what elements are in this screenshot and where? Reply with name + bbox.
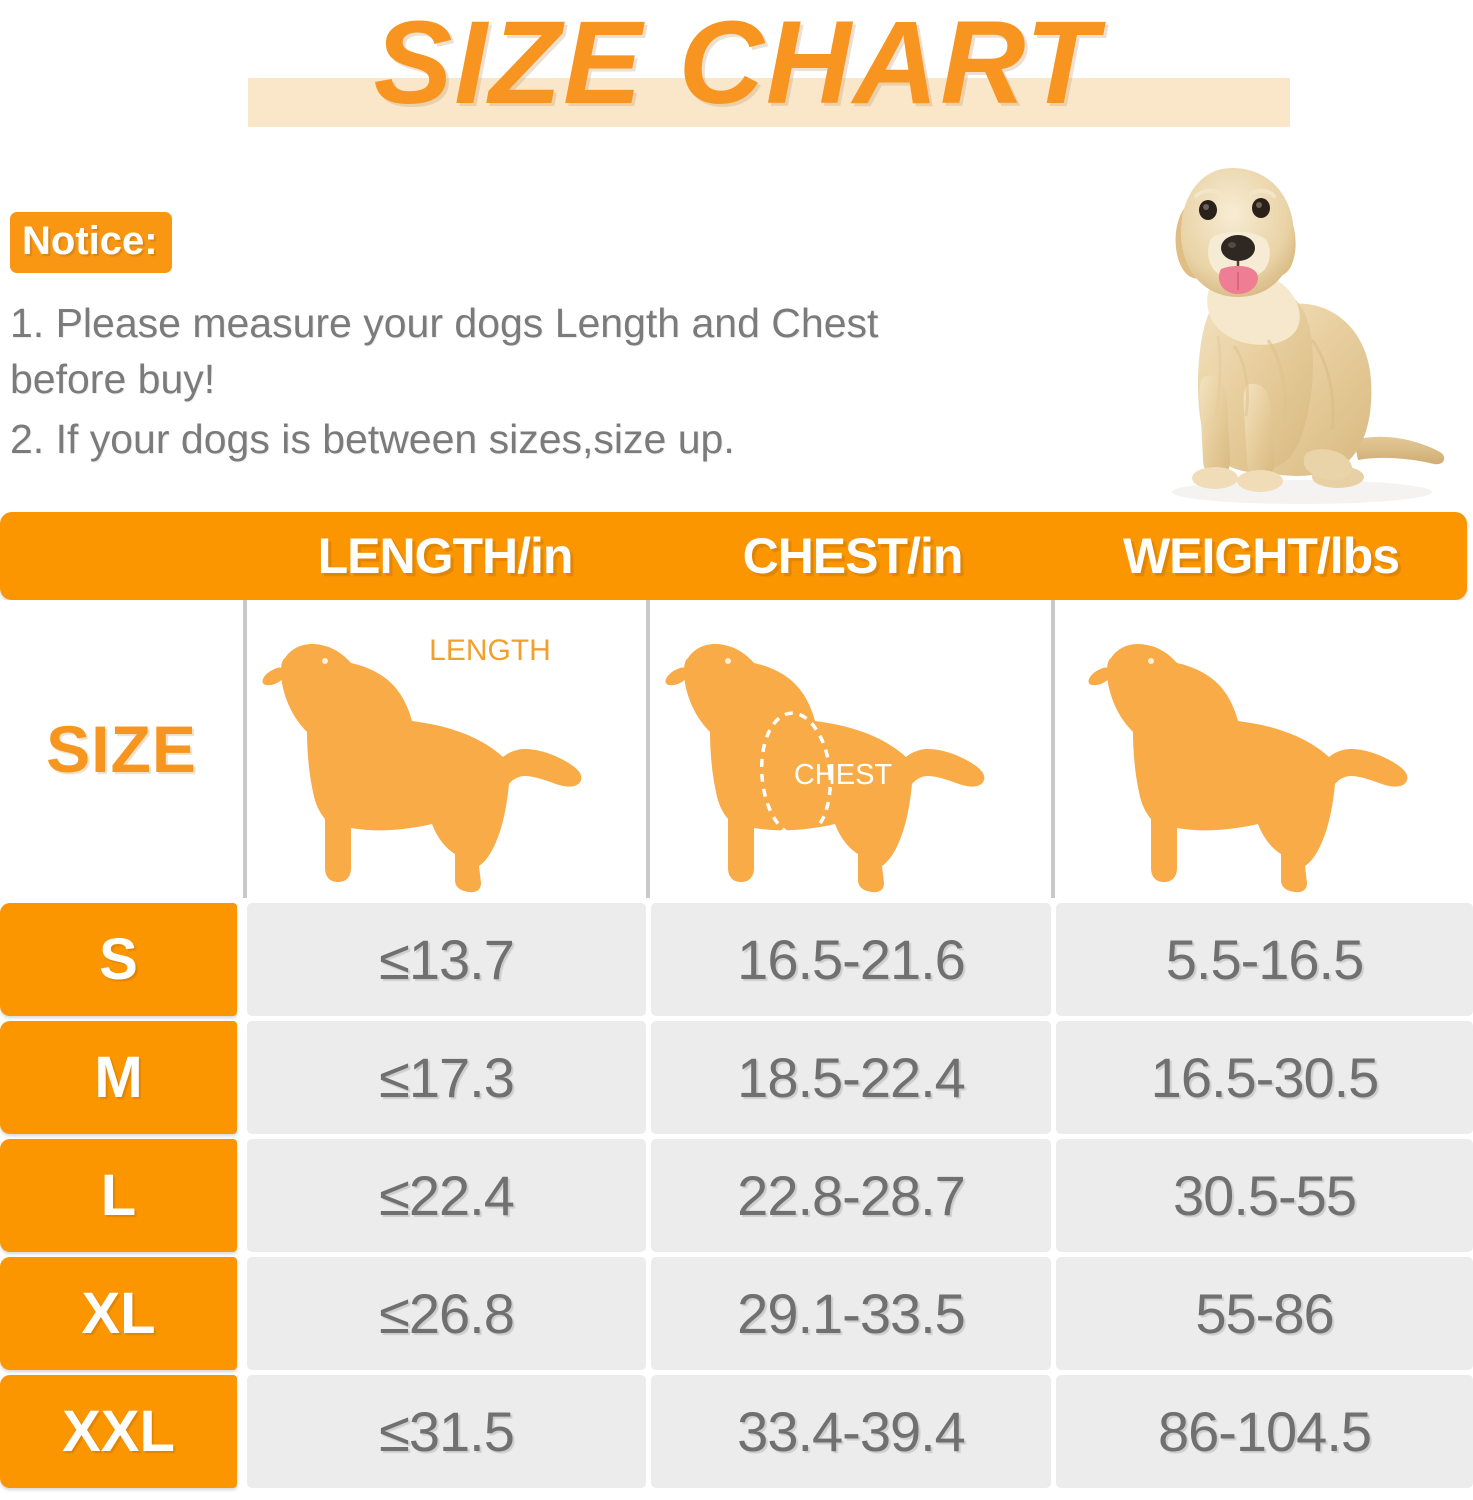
row-m-weight-cell: 16.5-30.5 xyxy=(1056,1021,1473,1134)
table-row: XXL ≤31.5 33.4-39.4 86-104.5 xyxy=(0,1375,1473,1488)
chest-measure-ellipse xyxy=(759,711,833,839)
title-highlight-band xyxy=(248,78,1290,127)
row-s-chest-cell: 16.5-21.6 xyxy=(651,903,1051,1016)
row-xl-chest-cell: 29.1-33.5 xyxy=(651,1257,1051,1370)
notice-item-2: 2. If your dogs is between sizes,size up… xyxy=(10,416,735,462)
table-row: S ≤13.7 16.5-21.6 5.5-16.5 xyxy=(0,903,1473,1016)
page-title: SIZE CHART xyxy=(373,0,1100,129)
chest-annotation-label: CHEST xyxy=(794,759,893,791)
row-m-length-cell: ≤17.3 xyxy=(247,1021,646,1134)
size-table: LENGTH/in CHEST/in WEIGHT/lbs SIZE LENG xyxy=(0,512,1473,1488)
row-l-weight-cell: 30.5-55 xyxy=(1056,1139,1473,1252)
weight-diagram xyxy=(1055,600,1473,898)
row-size-l: L xyxy=(0,1139,237,1252)
size-column-label: SIZE xyxy=(46,712,197,786)
diagram-row: SIZE LENGTH xyxy=(0,600,1473,898)
row-size-xl: XL xyxy=(0,1257,237,1370)
row-s-length-cell: ≤13.7 xyxy=(247,903,646,1016)
column-divider-1 xyxy=(243,600,247,898)
table-header-row: LENGTH/in CHEST/in WEIGHT/lbs xyxy=(0,512,1467,600)
table-row: XL ≤26.8 29.1-33.5 55-86 xyxy=(0,1257,1473,1370)
title-section: SIZE CHART xyxy=(0,0,1473,145)
dog-silhouette-icon xyxy=(665,644,985,893)
column-header-chest: CHEST/in xyxy=(742,528,964,584)
notice-item-1: 1. Please measure your dogs Length and C… xyxy=(10,295,1020,407)
notice-item-1-line-2: before buy! xyxy=(10,356,216,402)
notice-item-1-line-1: 1. Please measure your dogs Length and C… xyxy=(10,300,879,346)
column-divider-2 xyxy=(646,600,650,898)
dog-silhouette-icon xyxy=(262,644,582,893)
row-size-xxl: XXL xyxy=(0,1375,237,1488)
row-xl-length-cell: ≤26.8 xyxy=(247,1257,646,1370)
row-size-m: M xyxy=(0,1021,237,1134)
dog-silhouette-icon xyxy=(1088,644,1408,893)
row-l-length-cell: ≤22.4 xyxy=(247,1139,646,1252)
row-m-chest-cell: 18.5-22.4 xyxy=(651,1021,1051,1134)
length-annotation-label: LENGTH xyxy=(429,634,551,667)
length-diagram: LENGTH xyxy=(247,600,646,898)
row-xl-weight-cell: 55-86 xyxy=(1056,1257,1473,1370)
column-header-weight: WEIGHT/lbs xyxy=(1122,528,1400,584)
row-xxl-length-cell: ≤31.5 xyxy=(247,1375,646,1488)
row-xxl-weight-cell: 86-104.5 xyxy=(1056,1375,1473,1488)
row-s-weight-cell: 5.5-16.5 xyxy=(1056,903,1473,1016)
chest-diagram: CHEST xyxy=(650,600,1051,898)
notice-badge: Notice: xyxy=(10,212,172,273)
row-xxl-chest-cell: 33.4-39.4 xyxy=(651,1375,1051,1488)
row-size-s: S xyxy=(0,903,237,1016)
column-header-length: LENGTH/in xyxy=(317,528,574,584)
notice-section: Notice: 1. Please measure your dogs Leng… xyxy=(10,212,1020,467)
table-row: L ≤22.4 22.8-28.7 30.5-55 xyxy=(0,1139,1473,1252)
row-l-chest-cell: 22.8-28.7 xyxy=(651,1139,1051,1252)
table-row: M ≤17.3 18.5-22.4 16.5-30.5 xyxy=(0,1021,1473,1134)
column-divider-3 xyxy=(1051,600,1055,898)
golden-retriever-photo xyxy=(1122,140,1467,510)
